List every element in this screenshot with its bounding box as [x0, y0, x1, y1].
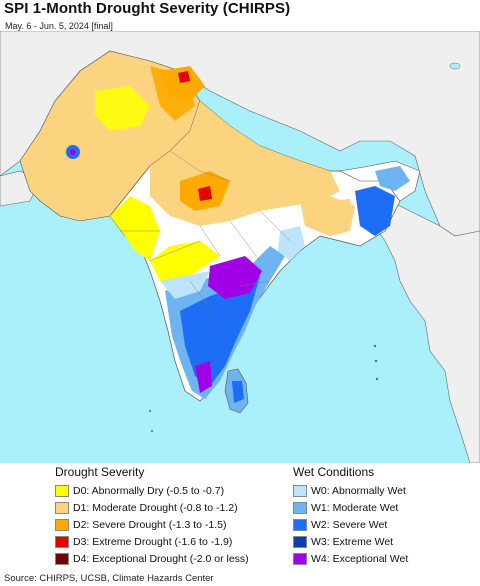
land-outside-east: [374, 200, 480, 463]
legend-item-d1: D1: Moderate Drought (-0.8 to -1.2): [55, 501, 238, 515]
legend-item-w3: W3: Extreme Wet: [293, 535, 393, 549]
drought-kashmir-d3: [178, 71, 190, 83]
legend-swatch: [55, 536, 69, 548]
legend-swatch: [293, 553, 307, 565]
region-pakistan-d0: [95, 86, 150, 131]
state-boundaries: [120, 150, 291, 317]
andaman-island: [374, 359, 378, 363]
drought-north-india-d3: [198, 186, 212, 201]
legend-swatch: [293, 519, 307, 531]
drought-kashmir-d2: [160, 66, 205, 101]
legend-drought-heading: Drought Severity: [55, 465, 145, 479]
legend-swatch: [55, 553, 69, 565]
andaman-island: [375, 377, 379, 381]
wet-northeast-w2: [355, 186, 395, 236]
wet-south-w2: [180, 276, 260, 386]
legend-item-d0: D0: Abnormally Dry (-0.5 to -0.7): [55, 484, 224, 498]
legend-swatch: [293, 536, 307, 548]
legend-wet-heading: Wet Conditions: [293, 465, 375, 479]
drought-gujarat-d0: [110, 196, 160, 261]
legend-item-w1: W1: Moderate Wet: [293, 501, 398, 515]
legend-swatch: [55, 519, 69, 531]
legend-label: D4: Exceptional Drought (-2.0 or less): [73, 553, 249, 565]
map-subtitle: May. 6 - Jun. 5, 2024 [final]: [5, 21, 113, 31]
island: [151, 430, 153, 432]
wet-sri-lanka-w2: [232, 381, 244, 403]
legend-label: W4: Exceptional Wet: [311, 553, 409, 565]
legend-label: W0: Abnormally Wet: [311, 485, 406, 497]
legend-swatch: [55, 502, 69, 514]
legend: Drought Severity Wet Conditions D0: Abno…: [0, 463, 480, 571]
source-credit: Source: CHIRPS, UCSB, Climate Hazards Ce…: [4, 573, 214, 584]
legend-swatch: [293, 502, 307, 514]
legend-item-w2: W2: Severe Wet: [293, 518, 387, 532]
wet-abnormal-w0: [160, 271, 210, 299]
legend-label: D2: Severe Drought (-1.3 to -1.5): [73, 519, 227, 531]
legend-label: W3: Extreme Wet: [311, 536, 394, 548]
andaman-island: [373, 344, 377, 348]
wet-east-w0: [278, 226, 305, 261]
drought-bangladesh-d1: [330, 199, 352, 221]
legend-label: D1: Moderate Drought (-0.8 to -1.2): [73, 502, 238, 514]
legend-item-w4: W4: Exceptional Wet: [293, 552, 408, 566]
legend-label: D3: Extreme Drought (-1.6 to -1.9): [73, 536, 233, 548]
wet-spot-pakistan-core: [70, 149, 76, 155]
drought-central-d0: [150, 241, 220, 281]
lake: [449, 62, 461, 70]
legend-swatch: [293, 485, 307, 497]
map-title: SPI 1-Month Drought Severity (CHIRPS): [4, 0, 291, 17]
drought-map: [0, 31, 480, 463]
legend-swatch: [55, 485, 69, 497]
legend-label: W2: Severe Wet: [311, 519, 388, 531]
legend-label: D0: Abnormally Dry (-0.5 to -0.7): [73, 485, 225, 497]
legend-label: W1: Moderate Wet: [311, 502, 399, 514]
legend-item-d4: D4: Exceptional Drought (-2.0 or less): [55, 552, 249, 566]
wet-kerala-w4: [195, 361, 212, 393]
legend-item-d3: D3: Extreme Drought (-1.6 to -1.9): [55, 535, 232, 549]
wet-deccan-w4: [208, 256, 262, 299]
island: [149, 410, 151, 412]
wet-northeast-w1: [375, 166, 410, 191]
legend-item-w0: W0: Abnormally Wet: [293, 484, 406, 498]
legend-item-d2: D2: Severe Drought (-1.3 to -1.5): [55, 518, 227, 532]
